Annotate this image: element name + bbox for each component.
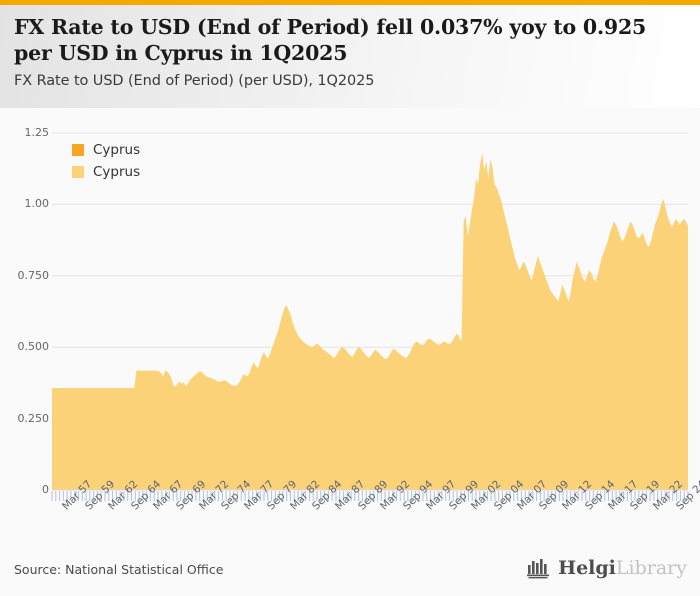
- chart-area: 0 0.250 0.500 0.750 1.00 1.25 Mar 57 Sep 59 Mar…: [0, 108, 700, 548]
- y-tick-label: 0: [42, 483, 49, 496]
- y-tick-label: 0.250: [17, 411, 50, 425]
- y-tick-label: 1.25: [24, 126, 50, 139]
- logo-text-helgi: Helgi: [558, 557, 616, 579]
- page-subtitle: FX Rate to USD (End of Period) (per USD)…: [14, 73, 375, 89]
- page-title: FX Rate to USD (End of Period) fell 0.03…: [14, 15, 647, 65]
- bar-chart-logo-icon: [527, 559, 550, 579]
- y-tick-label: 0.500: [17, 340, 50, 354]
- y-tick-label: 0.750: [17, 268, 50, 282]
- source-note: Source: National Statistical Office: [14, 562, 224, 577]
- legend-item-1[interactable]: Cyprus: [72, 162, 140, 181]
- logo-text-library: Library: [615, 557, 687, 579]
- chart-footer: Source: National Statistical Office Helg…: [0, 548, 700, 596]
- chart-legend: Cyprus Cyprus: [72, 140, 140, 184]
- y-tick-label: 1.00: [24, 197, 50, 211]
- helgi-library-logo[interactable]: Helgi Library: [526, 556, 687, 580]
- legend-swatch-light: [72, 165, 84, 178]
- chart-header: FX Rate to USD (End of Period) fell 0.03…: [0, 5, 700, 108]
- legend-label-1: Cyprus: [93, 163, 141, 180]
- legend-item-0[interactable]: Cyprus: [72, 140, 140, 159]
- top-accent-bar: [0, 0, 700, 5]
- legend-swatch-dark: [72, 143, 84, 156]
- area-chart-svg: [51, 132, 689, 501]
- legend-label-0: Cyprus: [93, 141, 141, 158]
